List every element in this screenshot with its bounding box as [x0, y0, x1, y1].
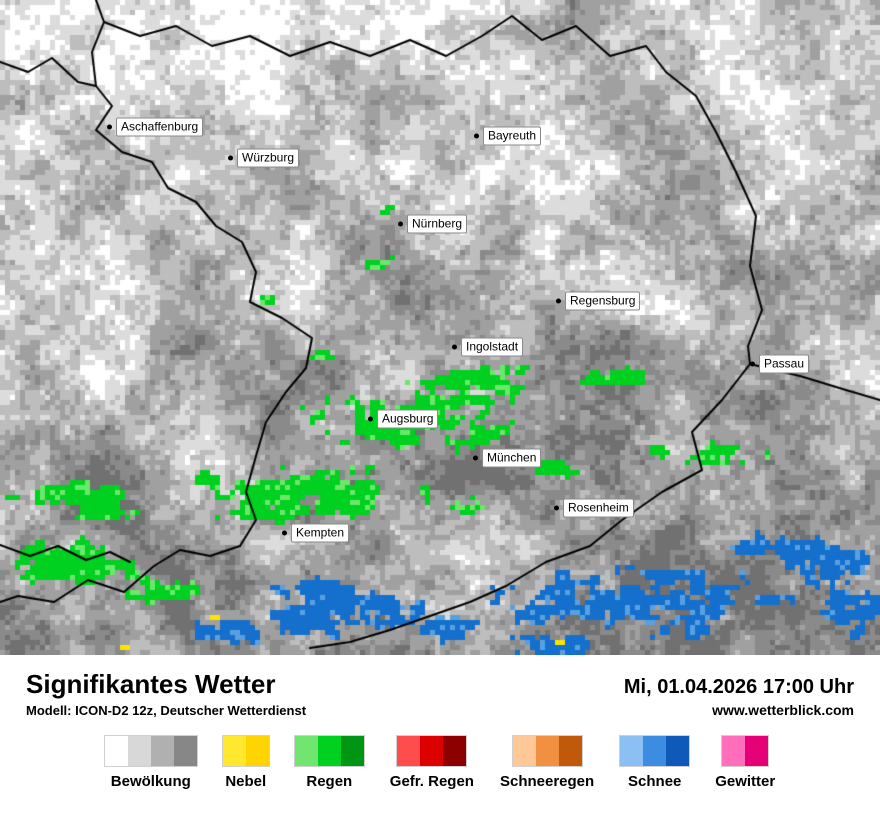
- legend-label: Schnee: [628, 773, 682, 790]
- legend-swatch: [397, 736, 467, 766]
- legend-swatch: [620, 736, 690, 766]
- legend-label: Regen: [306, 773, 353, 790]
- city-marker-dot: [750, 361, 755, 367]
- website-text: www.wetterblick.com: [712, 702, 854, 718]
- page-title: Signifikantes Wetter: [26, 669, 276, 699]
- city-marker-dot: [398, 221, 403, 227]
- city-name: Kempten: [291, 523, 350, 543]
- legend-color-cell: [722, 736, 746, 766]
- city-marker-dot: [368, 416, 373, 422]
- legend-color-cell: [443, 736, 467, 766]
- legend-color-cell: [294, 736, 318, 766]
- city-label-nrnberg: Nürnberg: [398, 214, 468, 234]
- city-marker-dot: [282, 530, 287, 536]
- city-label-kempten: Kempten: [282, 523, 350, 543]
- legend-item: Schnee: [620, 736, 690, 790]
- legend-swatch: [294, 736, 364, 766]
- city-marker-dot: [473, 455, 478, 461]
- legend-swatch: [104, 736, 197, 766]
- legend-color-cell: [420, 736, 444, 766]
- city-name: Würzburg: [237, 148, 300, 168]
- city-marker-dot: [554, 505, 559, 511]
- legend-color-cell: [150, 736, 174, 766]
- city-label-bayreuth: Bayreuth: [474, 126, 542, 146]
- city-label-ingolstadt: Ingolstadt: [452, 337, 524, 357]
- city-name: Augsburg: [377, 409, 439, 429]
- legend-color-cell: [245, 736, 269, 766]
- legend-color-cell: [745, 736, 769, 766]
- city-label-augsburg: Augsburg: [368, 409, 439, 429]
- footer: Signifikantes Wetter Mi, 01.04.2026 17:0…: [0, 655, 880, 816]
- city-label-rosenheim: Rosenheim: [554, 498, 634, 518]
- forecast-datetime: Mi, 01.04.2026 17:00 Uhr: [623, 676, 854, 698]
- city-marker-dot: [107, 124, 112, 130]
- city-label-mnchen: München: [473, 448, 542, 468]
- legend-color-cell: [340, 736, 364, 766]
- legend-color-cell: [666, 736, 690, 766]
- city-name: Passau: [759, 354, 810, 374]
- legend-color-cell: [317, 736, 341, 766]
- legend-color-cell: [512, 736, 536, 766]
- city-label-aschaffenburg: Aschaffenburg: [107, 117, 204, 137]
- city-label-layer: Aschaffenburg Würzburg Bayreuth Nürnberg Reg…: [107, 117, 810, 543]
- city-name: München: [482, 448, 542, 468]
- city-name: Ingolstadt: [461, 337, 524, 357]
- city-label-passau: Passau: [750, 354, 810, 374]
- legend-label: Bewölkung: [110, 773, 191, 790]
- legend-item: Schneeregen: [500, 736, 594, 790]
- model-info: Modell: ICON-D2 12z, Deutscher Wetterdie…: [26, 703, 307, 718]
- city-label-wrzburg: Würzburg: [228, 148, 300, 168]
- legend-color-cell: [643, 736, 667, 766]
- legend-item: Nebel: [222, 736, 269, 790]
- legend-label: Gewitter: [715, 773, 776, 790]
- legend-color-cell: [558, 736, 582, 766]
- city-name: Aschaffenburg: [116, 117, 204, 137]
- city-marker-dot: [474, 133, 479, 139]
- legend-color-cell: [620, 736, 644, 766]
- weather-map-canvas: [0, 0, 880, 655]
- legend-color-cell: [222, 736, 246, 766]
- legend-color-cell: [397, 736, 421, 766]
- legend: Bewölkung Nebel Regen Gefr. Regen Schneerege…: [26, 736, 854, 790]
- legend-swatch: [222, 736, 269, 766]
- city-name: Nürnberg: [407, 214, 468, 234]
- legend-color-cell: [173, 736, 197, 766]
- city-name: Rosenheim: [563, 498, 634, 518]
- city-marker-dot: [556, 298, 561, 304]
- legend-label: Gefr. Regen: [389, 773, 474, 790]
- legend-item: Regen: [294, 736, 364, 790]
- legend-item: Gewitter: [715, 736, 775, 790]
- footer-title-row: Signifikantes Wetter Mi, 01.04.2026 17:0…: [26, 669, 854, 699]
- legend-item: Gefr. Regen: [390, 736, 474, 790]
- city-label-regensburg: Regensburg: [556, 291, 641, 311]
- legend-item: Bewölkung: [104, 736, 197, 790]
- legend-swatch: [722, 736, 769, 766]
- legend-swatch: [512, 736, 582, 766]
- legend-color-cell: [127, 736, 151, 766]
- footer-info-row: Modell: ICON-D2 12z, Deutscher Wetterdie…: [26, 702, 854, 718]
- legend-label: Nebel: [225, 773, 267, 790]
- legend-color-cell: [535, 736, 559, 766]
- city-marker-dot: [452, 344, 457, 350]
- city-marker-dot: [228, 155, 233, 161]
- legend-color-cell: [104, 736, 128, 766]
- legend-label: Schneeregen: [499, 773, 595, 790]
- weather-map: Aschaffenburg Würzburg Bayreuth Nürnberg Reg…: [0, 0, 880, 655]
- city-name: Bayreuth: [483, 126, 542, 146]
- city-name: Regensburg: [565, 291, 641, 311]
